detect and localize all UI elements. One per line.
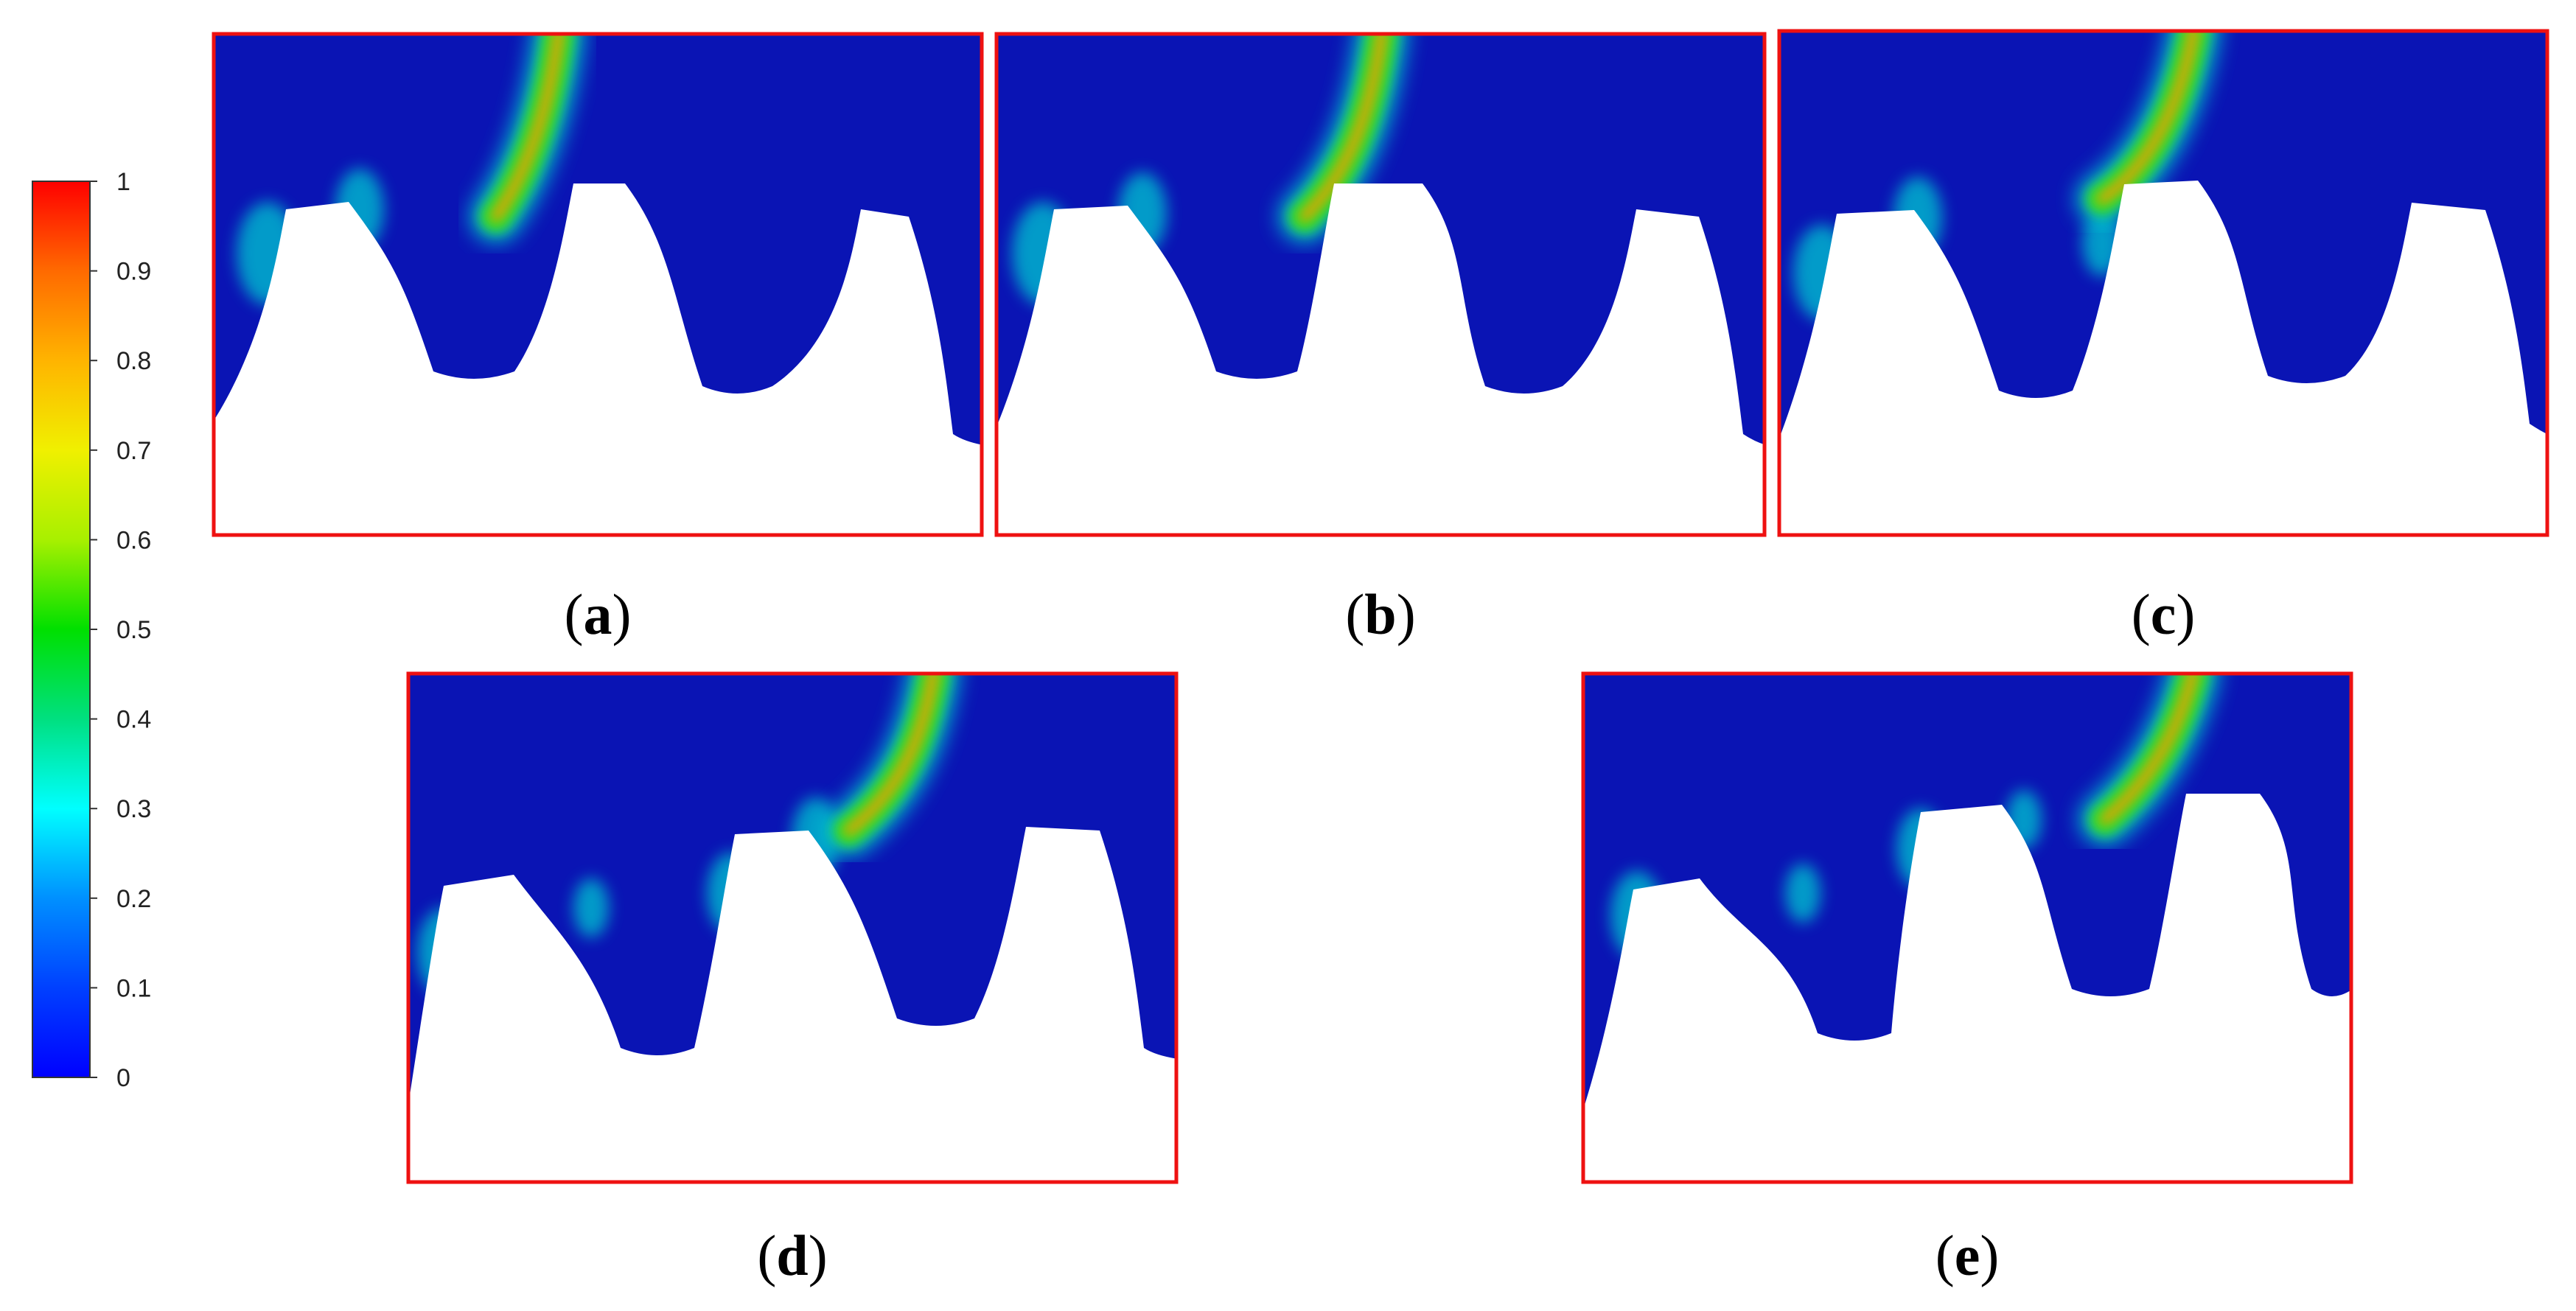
caption-close-paren: ) — [809, 1223, 828, 1287]
colorbar-tick-label: 0.1 — [116, 974, 151, 1002]
caption-open-paren: ( — [1345, 582, 1364, 646]
panel-frame — [1777, 29, 2549, 537]
panel-e — [1581, 671, 2353, 1184]
panel-field — [1582, 672, 2353, 1184]
panel-caption: (b) — [1345, 582, 1415, 646]
colorbar-tick-label: 0.7 — [116, 437, 151, 465]
oil-spray-blob — [573, 878, 609, 937]
caption-close-paren: ) — [2176, 582, 2195, 646]
panel-field — [407, 672, 1178, 1184]
caption-letter: a — [584, 582, 612, 646]
colorbar: 1 0.9 0.8 0.7 0.6 0.5 0.4 0.3 0.2 0.1 0 — [32, 168, 151, 1092]
colorbar-tick-label: 0.3 — [116, 795, 151, 823]
caption-close-paren: ) — [1397, 582, 1416, 646]
panel-field — [212, 32, 983, 536]
colorbar-tick-label: 0.9 — [116, 258, 151, 286]
colorbar-tick-label: 0.8 — [116, 347, 151, 375]
panel-d — [406, 671, 1179, 1184]
panel-frame — [994, 32, 1767, 537]
caption-letter: b — [1364, 582, 1396, 646]
oil-jet-core — [2100, 672, 2199, 825]
oil-jet-core — [2097, 29, 2199, 204]
caption-open-paren: ( — [2132, 582, 2151, 646]
panels: (a) (b) (c)(d) (e) — [212, 29, 2549, 1287]
oil-jet-core — [491, 32, 564, 222]
panel-frame — [1581, 671, 2353, 1184]
panel-frame — [212, 32, 984, 537]
panel-caption: (c) — [2132, 582, 2196, 646]
panel-frame — [406, 671, 1179, 1184]
panel-c — [1777, 29, 2549, 537]
colorbar-tick-label: 0.2 — [116, 885, 151, 913]
gear-teeth — [1582, 794, 2353, 1184]
colorbar-tick-label: 0 — [116, 1064, 130, 1092]
oil-spray-blob — [1785, 864, 1821, 923]
caption-letter: e — [1955, 1223, 1980, 1287]
oil-jet-core — [1299, 32, 1387, 222]
caption-letter: d — [776, 1223, 808, 1287]
panel-field — [1778, 29, 2549, 536]
panel-a — [212, 32, 984, 537]
gear-teeth — [407, 827, 1178, 1184]
oil-jet-core — [844, 672, 939, 836]
panel-field — [995, 32, 1766, 536]
gear-teeth — [1778, 181, 2549, 536]
colorbar-tick-label: 1 — [116, 168, 130, 196]
gear-teeth — [212, 183, 983, 536]
caption-open-paren: ( — [1936, 1223, 1955, 1287]
colorbar-gradient — [32, 181, 91, 1078]
colorbar-tick-label: 0.6 — [116, 526, 151, 554]
panel-caption: (d) — [757, 1223, 827, 1287]
panel-caption: (a) — [565, 582, 632, 646]
caption-open-paren: ( — [565, 582, 584, 646]
caption-close-paren: ) — [612, 582, 632, 646]
panel-b — [994, 32, 1767, 537]
caption-letter: c — [2151, 582, 2177, 646]
colorbar-ticks: 1 0.9 0.8 0.7 0.6 0.5 0.4 0.3 0.2 0.1 0 — [90, 168, 151, 1092]
colorbar-tick-label: 0.5 — [116, 616, 151, 644]
caption-close-paren: ) — [1980, 1223, 1999, 1287]
panel-caption: (e) — [1936, 1223, 2000, 1287]
colorbar-tick-label: 0.4 — [116, 706, 151, 734]
caption-open-paren: ( — [757, 1223, 776, 1287]
gear-teeth — [995, 183, 1766, 536]
